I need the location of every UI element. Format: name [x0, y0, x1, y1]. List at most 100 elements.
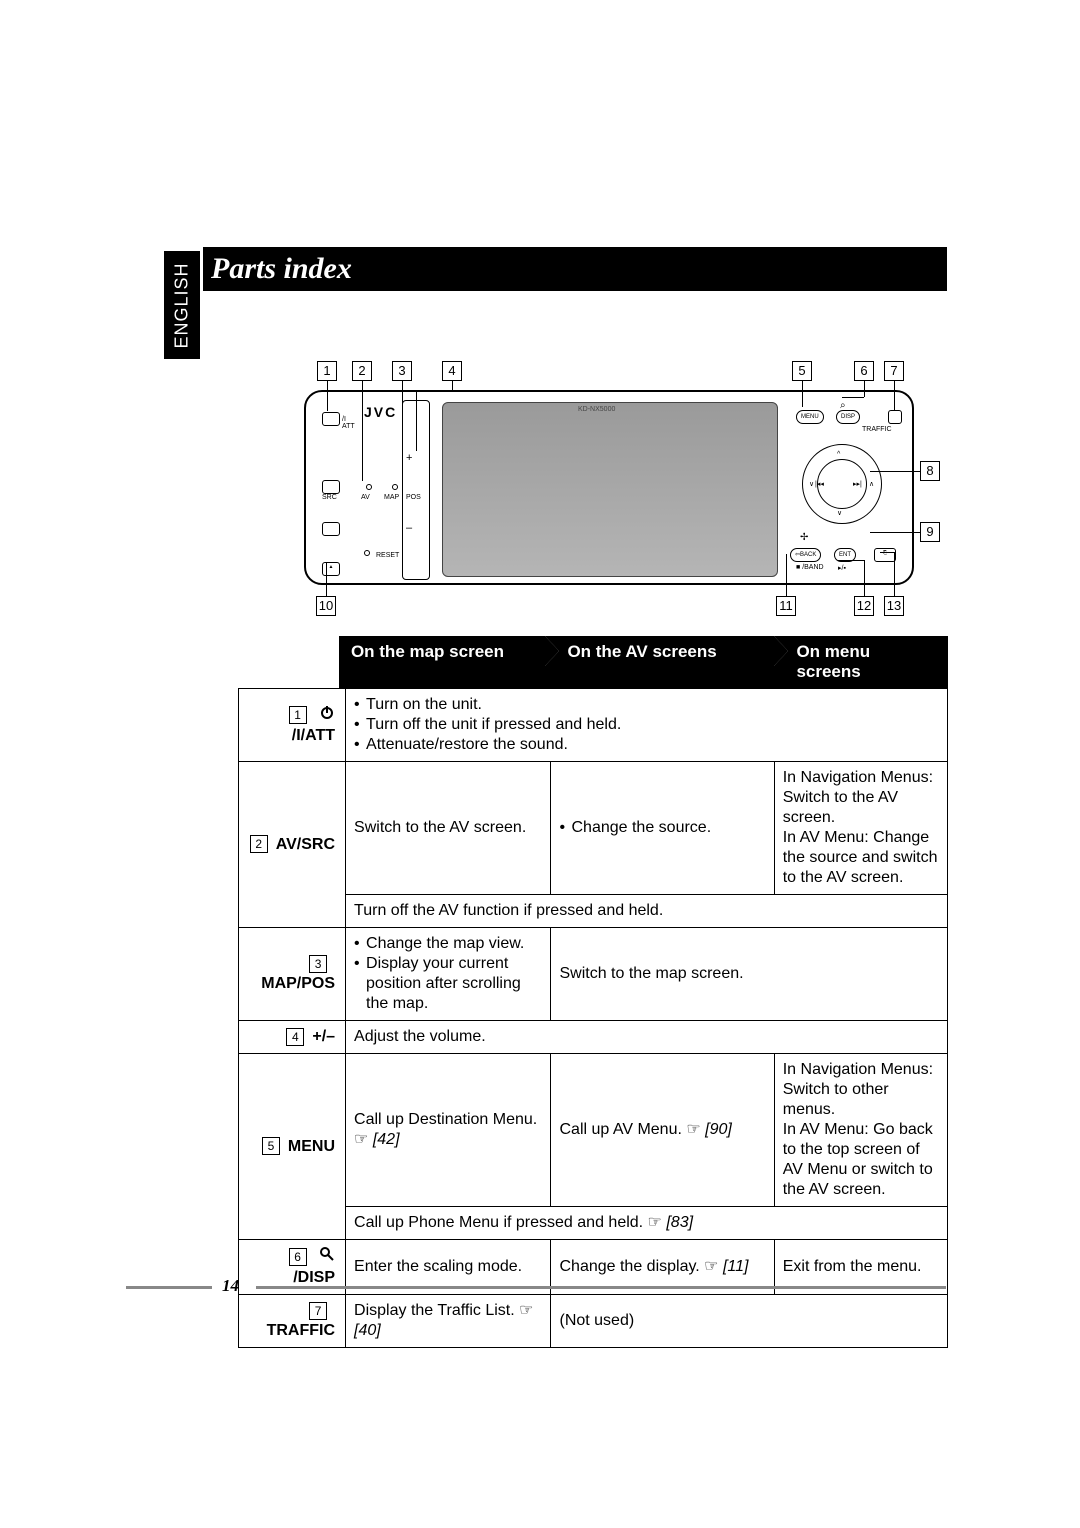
header-map: On the map screen: [339, 636, 546, 688]
rowlabel-7: 7TRAFFIC: [239, 1295, 346, 1348]
cell-5-map: Call up Destination Menu. ☞ [42]: [346, 1054, 551, 1207]
leader-11: [786, 554, 787, 596]
dial-right-1: ▸▸|: [853, 480, 862, 488]
dial-up: ^: [837, 451, 840, 458]
cell-7-map: Display the Traffic List. ☞ [40]: [346, 1295, 551, 1348]
band-label: ■ /BAND: [796, 564, 824, 571]
leader-5: [802, 381, 803, 407]
page-title: Parts index: [211, 252, 352, 286]
callout-3: 3: [392, 361, 412, 381]
callout-13: 13: [884, 596, 904, 616]
callout-8: 8: [920, 461, 940, 481]
cross-icon: ✢: [800, 532, 808, 543]
rowlabel-1: 1 /I/ATT: [239, 689, 346, 762]
leader-13a: [894, 552, 895, 596]
cell-2-below: Turn off the AV function if pressed and …: [346, 895, 948, 928]
callout-11: 11: [776, 596, 796, 616]
leader-8: [870, 471, 920, 472]
table-row: 1 /I/ATT Turn on the unit. Turn off the …: [239, 689, 948, 762]
dial-right-2: ∧: [869, 480, 874, 488]
magnifier-icon: [319, 1246, 335, 1268]
rowlabel-2: 2AV/SRC: [239, 762, 346, 928]
header-av: On the AV screens: [545, 636, 774, 688]
cell-5-menu: In Navigation Menus: Switch to other men…: [774, 1054, 947, 1207]
table-row: Call up Phone Menu if pressed and held. …: [239, 1207, 948, 1240]
leader-1: [327, 381, 328, 411]
model-label: KD-NX5000: [578, 406, 615, 413]
leader-6a: [864, 381, 865, 397]
plus-label: +: [406, 452, 412, 464]
extra-button-1: [322, 522, 340, 536]
rowlabel-4: 4+/–: [239, 1021, 346, 1054]
att-label: /I ATT: [342, 416, 355, 430]
table-header: On the map screen On the AV screens On m…: [238, 636, 948, 688]
table-row: 2AV/SRC Switch to the AV screen. Change …: [239, 762, 948, 895]
table-row: 5MENU Call up Destination Menu. ☞ [42] C…: [239, 1054, 948, 1207]
dial-left-2: |◂◂: [815, 480, 824, 488]
src-button: [322, 480, 340, 494]
power-icon: [319, 704, 335, 726]
leader-13b: [880, 552, 894, 553]
title-bar: Parts index: [203, 247, 947, 291]
table-row: 7TRAFFIC Display the Traffic List. ☞ [40…: [239, 1295, 948, 1348]
cell-7-avmenu: (Not used): [551, 1295, 948, 1348]
jvc-logo: JVC: [364, 404, 397, 420]
menu-pill: MENU: [796, 410, 824, 424]
dial-left-1: ∨: [809, 480, 814, 488]
eject-button: ▲: [322, 562, 340, 576]
cell-1-all: Turn on the unit. Turn off the unit if p…: [346, 689, 948, 762]
leader-12b: [838, 560, 864, 561]
page-number: 14: [222, 1276, 239, 1296]
pos-label: POS: [406, 494, 421, 501]
header-menu: On menu screens: [774, 636, 948, 688]
leader-12a: [864, 560, 865, 596]
rowlabel-5: 5MENU: [239, 1054, 346, 1240]
src-label: SRC: [322, 494, 337, 501]
att-button: [322, 412, 340, 426]
cell-5-av: Call up AV Menu. ☞ [90]: [551, 1054, 774, 1207]
leader-2: [362, 381, 363, 481]
callout-1: 1: [317, 361, 337, 381]
minus-label: –: [406, 522, 412, 534]
dial-down: ∨: [837, 509, 842, 517]
callout-5: 5: [792, 361, 812, 381]
device-screen: [442, 402, 778, 577]
pager: 14: [126, 1276, 946, 1296]
right-dial: ^ ∨ |◂◂ ▸▸| ∧ ∨: [802, 444, 882, 524]
reset-dot: [364, 550, 370, 556]
leader-3: [402, 381, 403, 481]
parts-table: 1 /I/ATT Turn on the unit. Turn off the …: [238, 688, 948, 1348]
av-label: AV: [361, 494, 370, 501]
traffic-label: TRAFFIC: [862, 426, 892, 433]
cell-2-menu: In Navigation Menus: Switch to the AV sc…: [774, 762, 947, 895]
av-button: [366, 484, 372, 490]
leader-7: [894, 381, 895, 411]
callout-10: 10: [316, 596, 336, 616]
leader-6b: [842, 397, 864, 398]
leader-4c: [416, 391, 417, 451]
callout-7: 7: [884, 361, 904, 381]
cell-5-below: Call up Phone Menu if pressed and held. …: [346, 1207, 948, 1240]
language-tab: ENGLISH: [164, 251, 200, 359]
callout-6: 6: [854, 361, 874, 381]
callout-2: 2: [352, 361, 372, 381]
right-corner-button: [888, 410, 902, 424]
pager-line-right: [256, 1286, 946, 1289]
cell-3-map: Change the map view. Display your curren…: [346, 928, 551, 1021]
leader-4b: [416, 391, 452, 392]
map-button: [392, 484, 398, 490]
back-pill: ⇦BACK: [790, 548, 821, 562]
cell-2-map: Switch to the AV screen.: [346, 762, 551, 895]
leader-10: [326, 562, 327, 596]
table-row: 4+/– Adjust the volume.: [239, 1021, 948, 1054]
cell-2-av: Change the source.: [551, 762, 774, 895]
mag-marker: ⌕: [840, 400, 846, 411]
reset-label: RESET: [376, 552, 399, 559]
disp-pill: DISP: [836, 410, 860, 424]
parts-table-wrap: On the map screen On the AV screens On m…: [238, 636, 948, 1348]
device-diagram: JVC KD-NX5000 /I ATT SRC AV MAP POS + – …: [304, 390, 914, 585]
callout-12: 12: [854, 596, 874, 616]
table-row: 3MAP/POS Change the map view. Display yo…: [239, 928, 948, 1021]
callout-9: 9: [920, 522, 940, 542]
callout-4: 4: [442, 361, 462, 381]
